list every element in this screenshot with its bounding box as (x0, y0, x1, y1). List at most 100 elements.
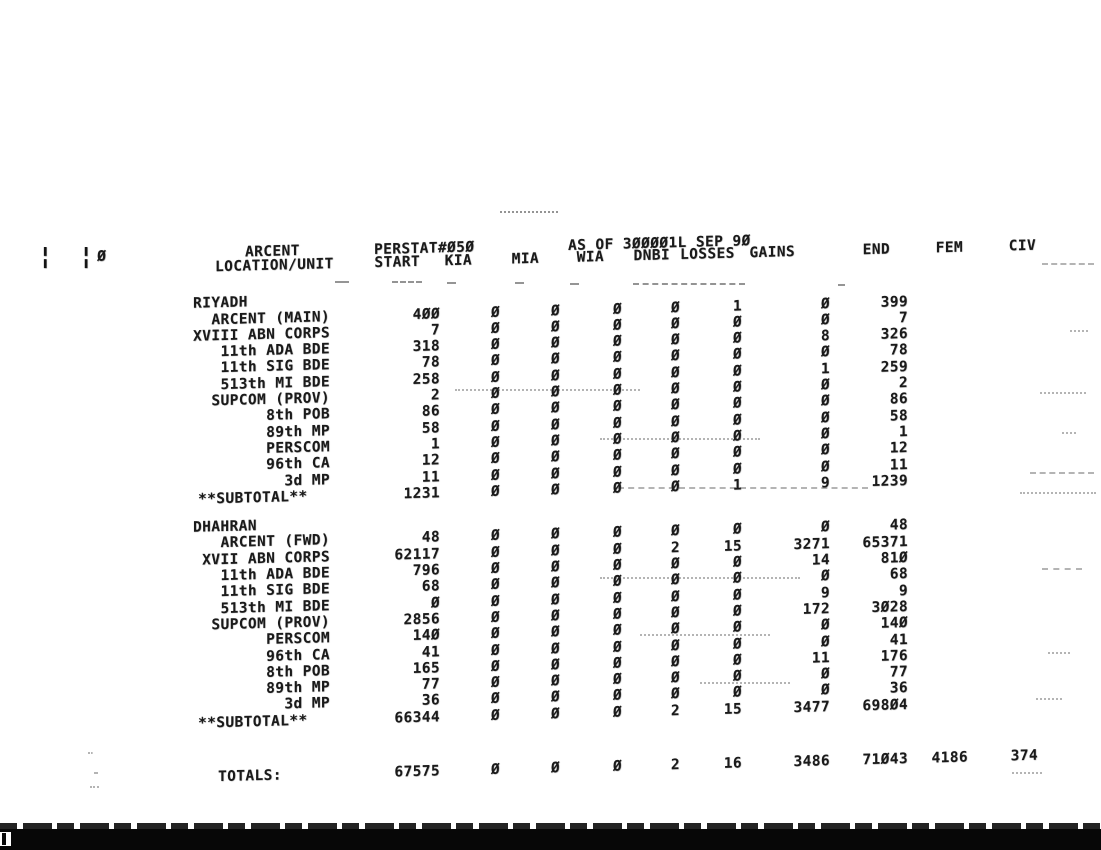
end-cell: 41 (889, 631, 908, 649)
dnbi-cell: Ø (670, 446, 680, 463)
scan-artifact (1040, 392, 1086, 394)
end-cell: 12 (889, 440, 908, 457)
civ-cell (968, 437, 1038, 455)
fem-cell (908, 292, 968, 310)
kia-cell: Ø (490, 593, 500, 610)
start-cell: 58 (421, 419, 440, 437)
scan-artifact (94, 772, 98, 774)
civ-cell (968, 453, 1038, 471)
fem-cell (908, 406, 968, 424)
dnbi-cell: 2 (670, 757, 680, 774)
dnbi-cell: 2 (670, 702, 680, 719)
scanner-bar (0, 829, 1101, 850)
civ-cell (968, 563, 1038, 581)
mia-cell: Ø (550, 433, 560, 450)
civ-cell (968, 339, 1038, 357)
wia-cell (560, 285, 622, 303)
civ-cell (968, 677, 1038, 695)
civ-cell (968, 628, 1038, 646)
losses-cell: 15 (723, 538, 742, 555)
wia-cell: Ø (612, 431, 622, 448)
mia-cell: Ø (550, 575, 560, 592)
civ-cell (968, 307, 1038, 325)
mia-cell: Ø (550, 705, 560, 723)
scanner-bar-notch (0, 832, 11, 846)
end-cell: 81Ø (880, 550, 908, 567)
scan-artifact (447, 282, 456, 284)
scanner-bar-notch-mark (2, 833, 6, 845)
losses-cell: Ø (732, 521, 742, 539)
fem-cell (908, 614, 968, 632)
wia-cell: Ø (612, 525, 622, 542)
civ-cell (968, 547, 1038, 565)
wia-cell: Ø (612, 447, 622, 465)
civ-cell (968, 372, 1038, 390)
end-cell: 58 (889, 407, 908, 425)
civ-cell (968, 470, 1038, 488)
dnbi-cell (622, 283, 680, 301)
scan-artifact (515, 282, 524, 284)
kia-cell (440, 288, 500, 306)
wia-cell: Ø (612, 704, 622, 721)
fem-cell (908, 276, 968, 294)
wia-cell: Ø (612, 622, 622, 640)
perstat-table: LOCATION/UNIT START KIA MIA WIA DNBI LOS… (185, 238, 1038, 787)
scan-artifact (1042, 263, 1094, 265)
end-cell: 7 (898, 309, 908, 327)
end-cell (830, 277, 908, 295)
fem-cell (908, 581, 968, 599)
losses-cell: Ø (732, 314, 742, 331)
fem-cell (908, 532, 968, 550)
dnbi-cell: Ø (670, 653, 680, 671)
gains-cell: 172 (802, 601, 830, 618)
civ-cell: 374 (1010, 747, 1038, 765)
end-cell: 77 (889, 664, 908, 681)
civ-cell (968, 514, 1038, 532)
mia-cell: Ø (550, 526, 560, 543)
fem-cell (908, 500, 968, 518)
gains-cell: 3477 (793, 698, 830, 716)
wia-cell: Ø (612, 398, 622, 416)
kia-cell: Ø (490, 658, 500, 675)
end-cell: 48 (889, 517, 908, 534)
fem-cell (908, 422, 968, 440)
mia-cell: Ø (550, 624, 560, 641)
scan-artifact (838, 284, 845, 286)
dnbi-cell: Ø (670, 364, 680, 382)
civ-cell (968, 388, 1038, 406)
civ-cell (968, 421, 1038, 439)
civ-cell (968, 644, 1038, 662)
scan-artifact (618, 487, 868, 489)
civ-cell (968, 661, 1038, 679)
scan-artifact (700, 682, 790, 684)
col-header-end: END (862, 241, 890, 259)
losses-cell: Ø (732, 363, 742, 380)
losses-cell: 1 (732, 298, 742, 315)
dnbi-cell: Ø (670, 686, 680, 703)
scan-artifact (88, 752, 93, 754)
dnbi-cell: Ø (670, 299, 680, 316)
kia-cell: Ø (490, 642, 500, 659)
mia-cell: Ø (550, 302, 560, 320)
gains-cell: 3486 (793, 753, 830, 771)
report-table-body: RIYADH ARCENT (MAIN) 4ØØ Ø Ø Ø Ø 1 Ø 399 XVIII ABN… (185, 274, 1038, 786)
scan-artifact (1030, 472, 1094, 474)
fem-cell (908, 549, 968, 567)
fem-cell (908, 341, 968, 359)
wia-cell: Ø (612, 301, 622, 318)
scan-artifact (1070, 330, 1088, 332)
wia-cell: Ø (612, 464, 622, 481)
losses-cell: Ø (732, 444, 742, 461)
fem-cell (908, 679, 968, 697)
mia-cell: Ø (550, 465, 560, 482)
end-cell: 9 (898, 582, 908, 599)
dnbi-cell: Ø (670, 397, 680, 414)
scan-artifact (335, 281, 349, 283)
wia-cell: Ø (612, 317, 622, 334)
mia-cell: Ø (550, 608, 560, 625)
losses-cell: Ø (732, 570, 742, 587)
civ-cell (968, 596, 1038, 614)
kia-cell: Ø (490, 707, 500, 724)
